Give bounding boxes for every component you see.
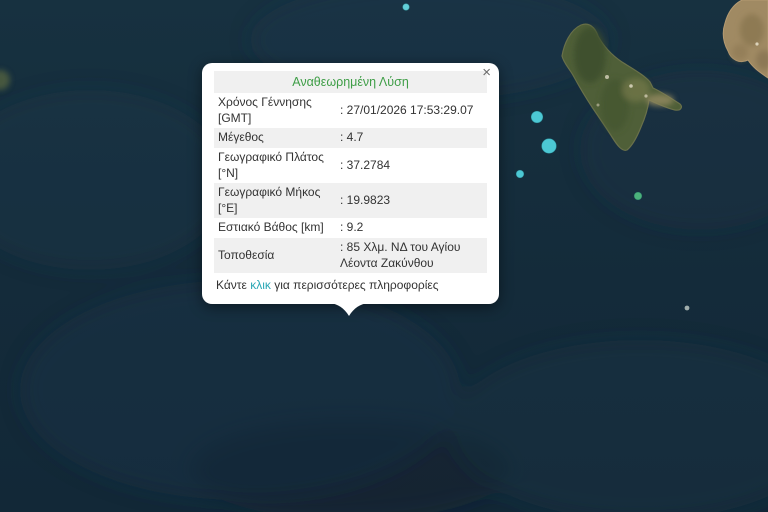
row-label: Μέγεθος [218, 130, 264, 145]
row-longitude: Γεωγραφικό Μήκος [°E] : 19.9823 [214, 183, 487, 219]
peloponnese-landmass [722, 0, 768, 79]
row-depth: Εστιακό Βάθος [km] : 9.2 [214, 218, 487, 238]
footer-text-prefix: Κάντε [216, 278, 251, 293]
islet-speck [684, 305, 690, 311]
popup-title: Αναθεωρημένη Λύση [214, 71, 487, 94]
earthquake-marker[interactable] [402, 3, 410, 11]
row-value: : 27/01/2026 17:53:29.07 [340, 103, 474, 118]
row-label: Εστιακό Βάθος [km] [218, 220, 324, 235]
row-label: Τοποθεσία [218, 247, 275, 262]
earthquake-popup: × Αναθεωρημένη Λύση Χρόνος Γέννησης [GMT… [202, 63, 499, 316]
row-latitude: Γεωγραφικό Πλάτος [°N] : 37.2784 [214, 148, 487, 183]
row-location: Τοποθεσία : 85 Χλμ. ΝΔ του Αγίου Λέοντα … [214, 238, 487, 274]
row-origin-time: Χρόνος Γέννησης [GMT] : 27/01/2026 17:53… [214, 93, 487, 128]
row-value: : 85 Χλμ. ΝΔ του Αγίου Λέοντα Ζακύνθου [340, 240, 461, 270]
row-label: Γεωγραφικό Πλάτος [°N] [218, 150, 324, 180]
footer-text-suffix: για περισσότερες πληροφορίες [270, 278, 439, 293]
earthquake-marker[interactable] [633, 191, 643, 201]
row-value: : 9.2 [340, 220, 364, 235]
zakynthos-island [0, 23, 682, 151]
earthquake-marker[interactable] [530, 110, 544, 124]
popup-footer: Κάντε κλικ για περισσότερες πληροφορίες [214, 273, 487, 296]
row-value: : 37.2784 [340, 157, 391, 172]
more-info-link[interactable]: κλικ [250, 278, 271, 293]
row-value: : 19.9823 [340, 193, 391, 208]
row-magnitude: Μέγεθος : 4.7 [214, 128, 487, 149]
earthquake-marker[interactable] [541, 138, 557, 154]
row-label: Χρόνος Γέννησης [GMT] [218, 95, 312, 125]
row-label: Γεωγραφικό Μήκος [°E] [218, 185, 321, 215]
close-icon[interactable]: × [482, 64, 491, 81]
earthquake-marker[interactable] [515, 169, 525, 179]
row-value: : 4.7 [340, 130, 364, 145]
popup-tail [330, 302, 368, 316]
